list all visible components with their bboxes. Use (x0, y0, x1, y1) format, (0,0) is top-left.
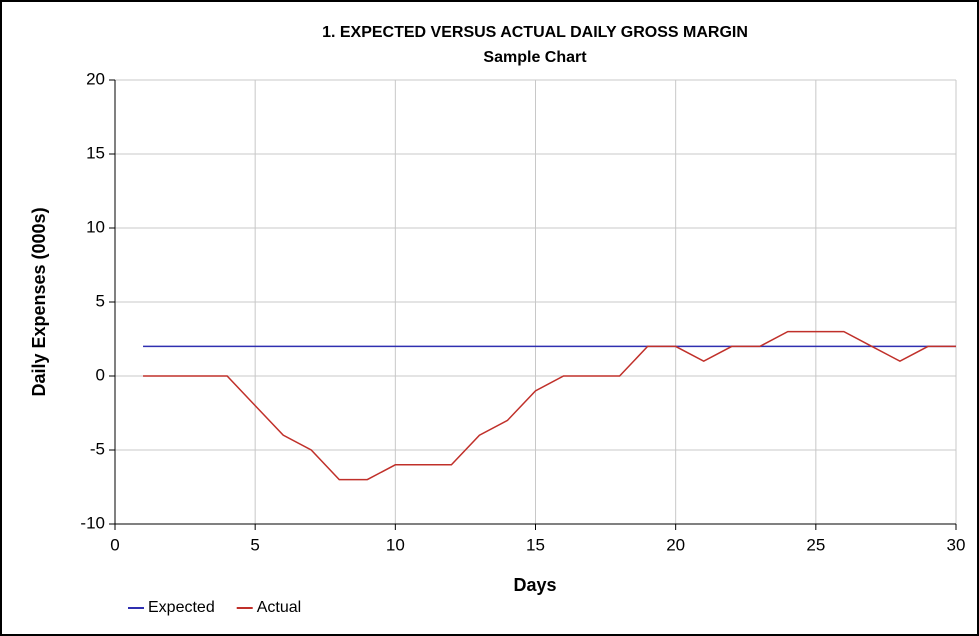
y-tick-label: 15 (86, 143, 105, 162)
y-tick-label: 0 (96, 365, 105, 384)
chart-title: 1. EXPECTED VERSUS ACTUAL DAILY GROSS MA… (322, 24, 748, 41)
x-axis-label: Days (513, 575, 556, 595)
x-tick-label: 0 (110, 535, 119, 554)
y-tick-label: -5 (90, 439, 105, 458)
y-tick-label: 10 (86, 217, 105, 236)
y-tick-label: 5 (96, 291, 105, 310)
legend-label: Actual (257, 599, 301, 616)
y-tick-label: 20 (86, 69, 105, 88)
x-tick-label: 15 (526, 535, 545, 554)
x-tick-label: 10 (386, 535, 405, 554)
y-axis-label: Daily Expenses (000s) (29, 207, 49, 396)
series-line (143, 330, 956, 481)
x-tick-label: 25 (806, 535, 825, 554)
chart-subtitle: Sample Chart (483, 49, 587, 66)
x-tick-label: 20 (666, 535, 685, 554)
x-tick-label: 30 (947, 535, 966, 554)
y-tick-label: -10 (80, 513, 105, 532)
x-tick-label: 5 (250, 535, 259, 554)
legend-label: Expected (148, 599, 215, 616)
